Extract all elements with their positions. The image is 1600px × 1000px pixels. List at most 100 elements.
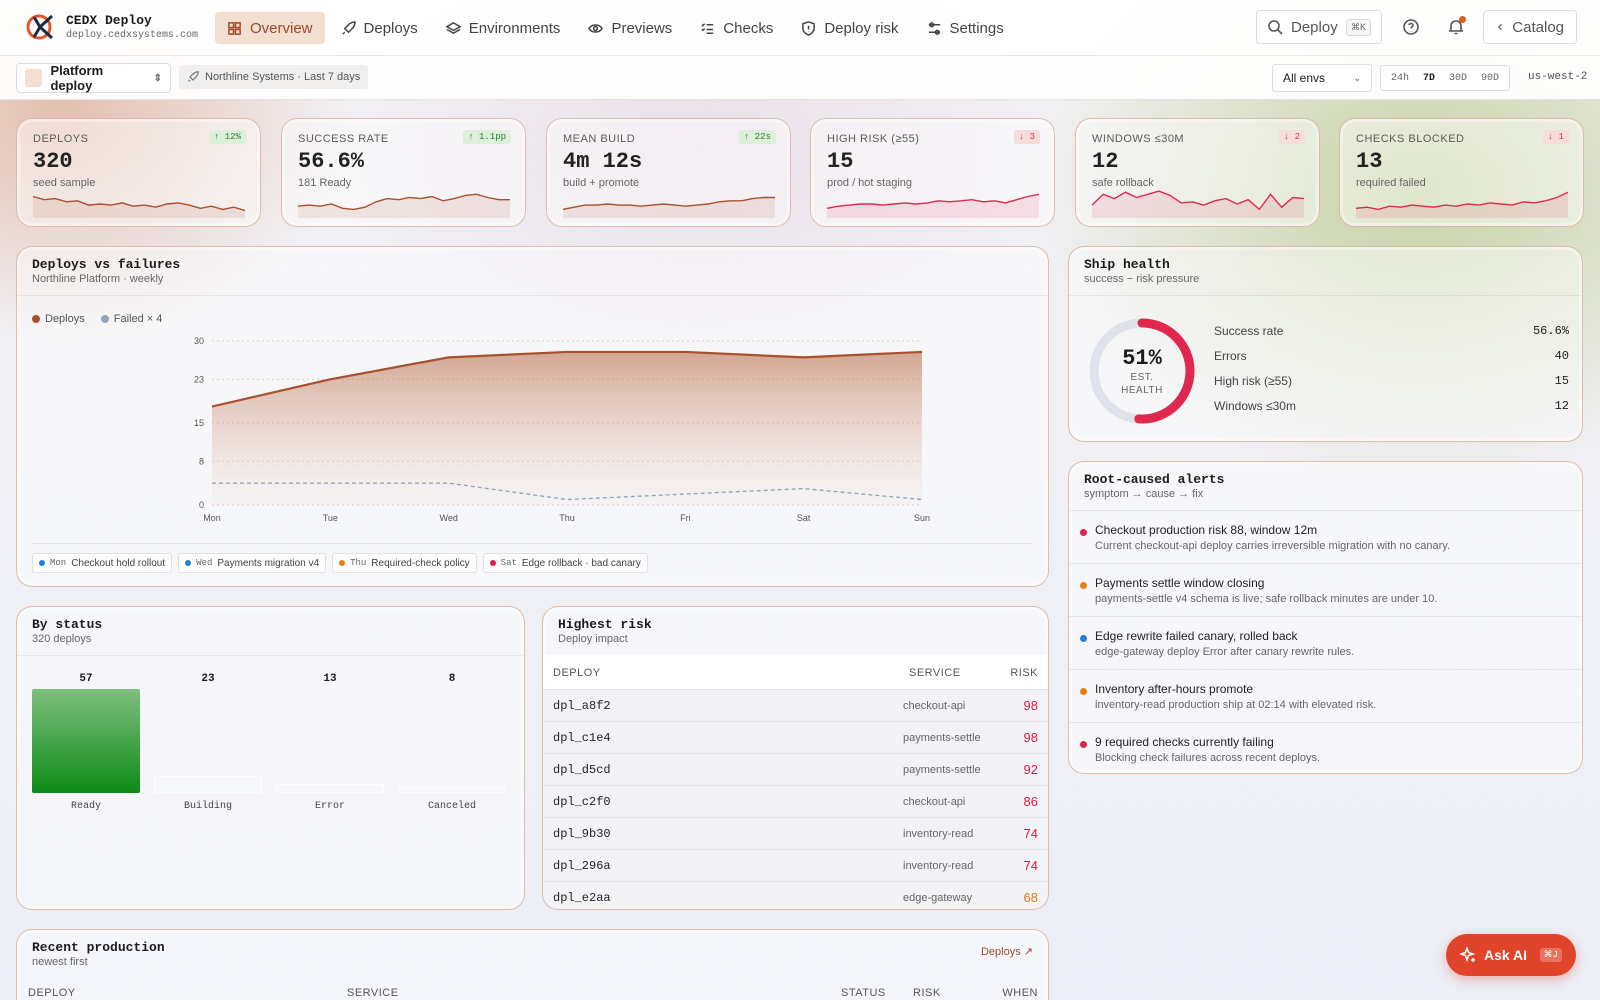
legend-deploys[interactable]: Deploys	[32, 313, 85, 325]
notifications-button[interactable]	[1447, 16, 1466, 36]
nav-label: Checks	[723, 19, 774, 37]
table-row[interactable]: dpl_c1e4 payments-settle 98	[543, 721, 1048, 753]
sparkle-icon	[1460, 947, 1476, 963]
table-row[interactable]: dpl_e2aa edge-gateway 68	[543, 881, 1048, 909]
health-metric-row: Windows ≤30m 12	[1214, 399, 1569, 413]
annotation-day: Mon	[50, 558, 67, 568]
nav-settings[interactable]: Settings	[915, 12, 1016, 44]
cedx-logo-icon	[26, 14, 54, 40]
alert-item[interactable]: Checkout production risk 88, window 12m C…	[1069, 510, 1582, 563]
env-value: All envs	[1283, 71, 1326, 85]
recent-col-service[interactable]: Service	[347, 987, 399, 999]
sliders-icon	[928, 21, 940, 35]
kpi-subtext: seed sample	[33, 177, 96, 189]
deploy-id: dpl_a8f2	[553, 699, 611, 713]
kpi-card[interactable]: Windows ≤30m 12 safe rollback ↓ 2	[1075, 118, 1320, 227]
status-bar[interactable]	[276, 783, 384, 793]
table-row[interactable]: dpl_296a inventory-read 74	[543, 849, 1048, 881]
chart-annotation[interactable]: Mon Checkout hold rollout	[32, 553, 173, 573]
annotation-dot	[39, 560, 45, 566]
ask-ai-button[interactable]: Ask AI ⌘J	[1446, 934, 1576, 976]
table-row[interactable]: dpl_9b30 inventory-read 74	[543, 817, 1048, 849]
status-bar[interactable]	[154, 776, 262, 793]
status-bar-label: Building	[183, 801, 232, 812]
deploys-link[interactable]: Deploys ↗	[980, 946, 1033, 958]
app-domain: deploy.cedxsystems.com	[66, 30, 199, 41]
ship-health-card: Ship health success − risk pressure 51% …	[1068, 246, 1583, 442]
kpi-card[interactable]: High risk (≥55) 15 prod / hot staging ↓ 3	[810, 118, 1055, 227]
col-risk[interactable]: Risk	[1010, 667, 1038, 679]
recent-subtitle: newest first	[32, 956, 88, 968]
chart-annotation[interactable]: Thu Required-check policy	[332, 553, 477, 573]
brand[interactable]: CEDX Deploy deploy.cedxsystems.com	[26, 12, 198, 42]
health-metric-row: Success rate 56.6%	[1214, 324, 1569, 338]
recent-col-risk[interactable]: Risk	[913, 987, 941, 999]
range-7d[interactable]: 7D	[1423, 72, 1436, 84]
x-tick-label: Fri	[680, 513, 691, 523]
range-90d[interactable]: 90D	[1481, 72, 1500, 84]
search-label: Deploy	[1291, 18, 1338, 36]
col-service[interactable]: Service	[909, 667, 961, 679]
project-select[interactable]: Platform deploy ⇕	[16, 63, 171, 93]
nav-overview[interactable]: Overview	[215, 12, 325, 44]
kpi-card[interactable]: Deploys 320 seed sample ↑ 12%	[16, 118, 261, 227]
kpi-card[interactable]: Checks blocked 13 required failed ↓ 1	[1339, 118, 1584, 227]
alert-item[interactable]: Payments settle window closing payments-s…	[1069, 563, 1582, 616]
search-button[interactable]: Deploy ⌘K	[1256, 10, 1382, 44]
alert-description: Current checkout-api deploy carries irre…	[1095, 540, 1451, 552]
status-bar[interactable]	[32, 689, 140, 793]
alert-item[interactable]: Inventory after-hours promote inventory-r…	[1069, 669, 1582, 722]
nav-checks[interactable]: Checks	[688, 12, 785, 44]
risk-score: 68	[1023, 890, 1038, 905]
deploy-id: dpl_d5cd	[553, 763, 611, 777]
help-button[interactable]	[1402, 18, 1420, 36]
chart-annotation[interactable]: Wed Payments migration v4	[178, 553, 327, 573]
kpi-value: 320	[33, 149, 73, 174]
alert-description: Blocking check failures across recent de…	[1095, 752, 1320, 764]
recent-col-deploy[interactable]: Deploy	[28, 987, 76, 999]
alert-item[interactable]: Edge rewrite failed canary, rolled back e…	[1069, 616, 1582, 669]
y-tick-label: 15	[194, 418, 204, 428]
alert-item[interactable]: 9 required checks currently failing Block…	[1069, 722, 1582, 775]
kpi-card[interactable]: Mean build 4m 12s build + promote ↑ 22s	[546, 118, 791, 227]
col-deploy[interactable]: Deploy	[553, 667, 601, 679]
kpi-card[interactable]: Success rate 56.6% 181 Ready ↑ 1.1pp	[281, 118, 526, 227]
sparkline-line	[1092, 190, 1304, 211]
nav-label: Previews	[611, 19, 673, 37]
legend-failed[interactable]: Failed × 4	[100, 313, 162, 325]
nav-deploys[interactable]: Deploys	[329, 12, 430, 44]
range-toggle: 24h 7D 30D 90D	[1380, 65, 1511, 91]
recent-col-when[interactable]: When	[1002, 987, 1038, 999]
y-tick-label: 0	[199, 500, 204, 510]
x-tick-label: Thu	[559, 513, 575, 523]
recent-col-status[interactable]: Status	[841, 987, 886, 999]
metric-value: 12	[1554, 399, 1569, 413]
status-bar-label: Canceled	[427, 801, 476, 812]
health-metric-row: High risk (≥55) 15	[1214, 374, 1569, 388]
deploys-area	[212, 351, 922, 505]
alert-severity-dot	[1080, 635, 1087, 642]
table-row[interactable]: dpl_c2f0 checkout-api 86	[543, 785, 1048, 817]
alert-description: payments-settle v4 schema is live; safe …	[1095, 593, 1438, 605]
nav-previews[interactable]: Previews	[576, 12, 684, 44]
status-bar[interactable]	[398, 787, 506, 793]
kpi-label: Deploys	[33, 133, 89, 145]
deploys-failures-chart: 0 8 15 23 30 Mon Tue Wed Thu Fri Sat Sun	[194, 336, 930, 523]
annotation-dot	[339, 560, 346, 566]
nav-label: Overview	[250, 19, 313, 37]
env-select[interactable]: All envs ⌄	[1272, 64, 1372, 92]
range-30d[interactable]: 30D	[1449, 72, 1468, 84]
table-row[interactable]: dpl_d5cd payments-settle 92	[543, 753, 1048, 785]
nav-deploy-risk[interactable]: Deploy risk	[789, 12, 910, 44]
nav-environments[interactable]: Environments	[434, 12, 573, 44]
project-name: Platform deploy	[50, 63, 104, 93]
range-24h[interactable]: 24h	[1391, 72, 1410, 84]
catalog-button[interactable]: Catalog	[1483, 10, 1577, 44]
table-row[interactable]: dpl_a8f2 checkout-api 98	[543, 689, 1048, 721]
kpi-sparkline	[1356, 191, 1568, 218]
kpi-value: 12	[1092, 149, 1119, 174]
alert-title: 9 required checks currently failing	[1095, 735, 1274, 749]
service-name: checkout-api	[903, 796, 966, 808]
chart-annotation[interactable]: Sat Edge rollback · bad canary	[482, 553, 648, 573]
metric-label: High risk (≥55)	[1214, 374, 1292, 388]
